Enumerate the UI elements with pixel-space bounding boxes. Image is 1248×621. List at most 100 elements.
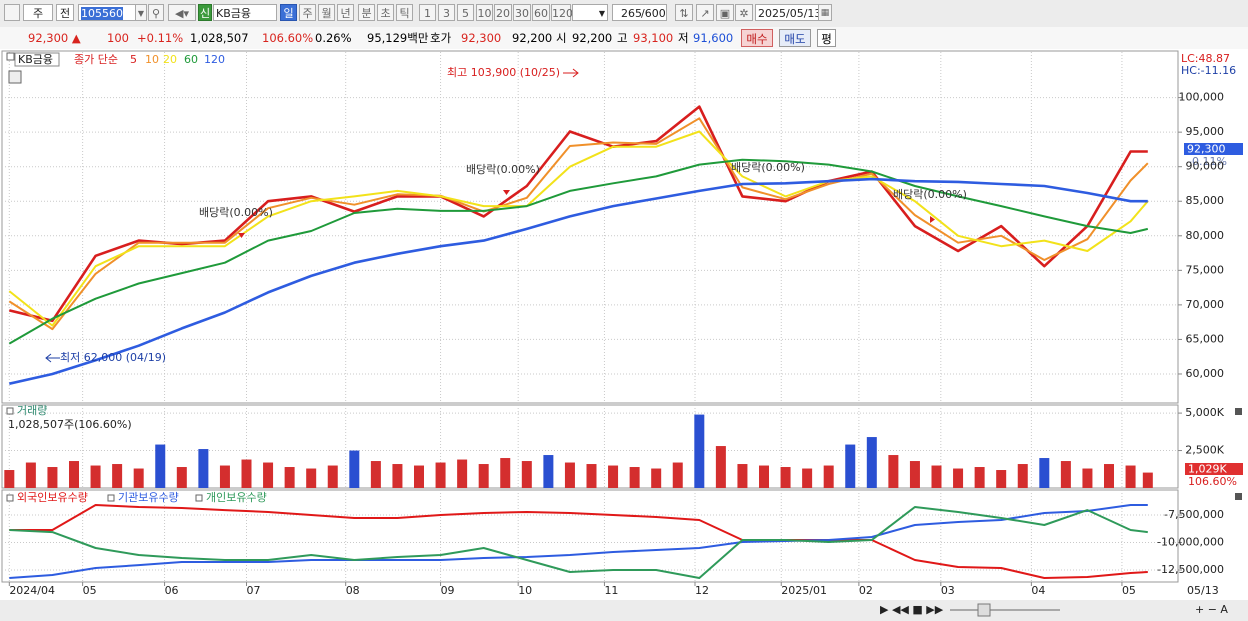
legend-entry: 60: [184, 53, 198, 66]
date-input[interactable]: 2025/05/13: [755, 4, 821, 21]
chart-title: KB금융: [18, 53, 53, 66]
hc-label: HC:-11.16: [1181, 64, 1236, 77]
zoom-controls[interactable]: + − A: [1195, 603, 1228, 616]
volume-bar: [392, 464, 403, 488]
bid: 92,200: [512, 31, 553, 45]
holdings-panel: [1, 489, 1179, 583]
legend-icon: [195, 494, 203, 502]
ask: 92,300: [461, 31, 502, 45]
volume-bar: [4, 470, 15, 488]
code: 105560: [81, 7, 123, 20]
volume-bar: [500, 458, 511, 488]
y-tick-label: 95,000: [1186, 125, 1225, 138]
volume-bar: [953, 468, 964, 488]
number-button[interactable]: 5: [457, 4, 474, 21]
prev-button[interactable]: 전: [56, 4, 74, 21]
count-input[interactable]: 265: [612, 4, 642, 21]
annotation: 최저 62,000 (04/19): [60, 351, 166, 364]
volume-bar: [1082, 468, 1093, 488]
volume-bar: [802, 468, 813, 488]
volume-bar: [47, 467, 58, 488]
volume-bar: [1125, 465, 1136, 488]
period-button[interactable]: 일: [280, 4, 297, 21]
number-button[interactable]: 20: [494, 4, 512, 21]
number-button[interactable]: 60: [532, 4, 550, 21]
y-tick-label: 60,000: [1186, 367, 1225, 380]
tool-button[interactable]: ↗: [696, 4, 714, 21]
annotation-arrow: [563, 68, 579, 78]
period-button[interactable]: 년: [337, 4, 354, 21]
number-button[interactable]: 120: [551, 4, 573, 21]
dividend-marker: [930, 216, 935, 223]
y-tick-label: 70,000: [1186, 298, 1225, 311]
legend-entry: 120: [204, 53, 225, 66]
annotation: 배당락(0.00%): [893, 188, 967, 201]
volume-bar: [478, 464, 489, 488]
amount: 95,129백만: [367, 31, 429, 45]
dividend-marker: [238, 233, 245, 238]
volume-bar: [435, 462, 446, 488]
volume-bar: [608, 465, 619, 488]
volume-bar: [25, 462, 36, 488]
volume-bar: [1060, 461, 1071, 488]
window-icon[interactable]: [4, 4, 20, 21]
x-tick-label: 11: [604, 584, 618, 597]
market-select[interactable]: 주: [23, 4, 53, 21]
period-button[interactable]: 주: [299, 4, 316, 21]
zoom-thumb[interactable]: [977, 603, 991, 617]
price-panel: [1, 50, 1179, 404]
volume-bar: [759, 465, 769, 488]
panel-close[interactable]: [1235, 493, 1242, 500]
code-input[interactable]: 105560: [78, 4, 136, 21]
annotation: 최고 103,900 (10/25): [447, 66, 560, 79]
sound-button[interactable]: ◀▾: [168, 4, 196, 21]
volume-bar: [629, 467, 640, 488]
period-button[interactable]: 분: [358, 4, 375, 21]
period-button[interactable]: 월: [318, 4, 335, 21]
volume-bar: [69, 461, 79, 488]
sell-button[interactable]: 매도: [779, 29, 811, 47]
volume-bar: [457, 459, 468, 488]
number-button[interactable]: 10: [476, 4, 493, 21]
code-dropdown[interactable]: ▼: [135, 4, 147, 21]
x-tick-label: 05: [83, 584, 97, 597]
y-tick-label: 5,000K: [1185, 406, 1224, 419]
period-button[interactable]: 틱: [396, 4, 413, 21]
table-icon: [8, 70, 22, 84]
legend-entry: 기관보유수량: [118, 491, 179, 504]
number-button[interactable]: 3: [438, 4, 455, 21]
save-button[interactable]: ▣: [716, 4, 734, 21]
period-button[interactable]: 초: [377, 4, 394, 21]
panel-close[interactable]: [1235, 408, 1242, 415]
legend-icon: [6, 52, 15, 61]
calendar-button[interactable]: ▦: [818, 4, 832, 21]
dividend-marker: [503, 190, 510, 195]
name-input[interactable]: KB금융: [213, 4, 277, 21]
scroll-controls[interactable]: ▶ ◀◀ ■ ▶▶: [880, 603, 944, 616]
high-label: 고: [617, 31, 628, 45]
number-button[interactable]: 1: [419, 4, 436, 21]
volume-bar: [90, 465, 101, 488]
settings-button[interactable]: ✲: [735, 4, 753, 21]
volume-title: 거래량: [17, 404, 47, 417]
count-max: /600: [641, 4, 667, 21]
search-button[interactable]: ⚲: [148, 4, 164, 21]
volume-bar: [370, 461, 381, 488]
legend-layer: 5 10 20 60 120 외국인보유수량 기관보유수량 개인보유수량: [17, 53, 267, 504]
volume-bar: [715, 446, 726, 488]
buy-button[interactable]: 매수: [741, 29, 773, 47]
last-volume-box: [1185, 463, 1243, 475]
number-button[interactable]: 30: [513, 4, 531, 21]
volume-bar: [155, 444, 166, 488]
eval-button[interactable]: 평: [817, 29, 836, 47]
tool-button[interactable]: ⇅: [675, 4, 693, 21]
volume-bar: [694, 414, 705, 488]
volume-bar: [521, 461, 532, 488]
unit-dropdown[interactable]: ▼: [572, 4, 608, 21]
scroll-bar: [0, 600, 1248, 621]
volume-subtitle: 1,028,507주(106.60%): [8, 418, 132, 431]
mark-layer: [4, 105, 1153, 579]
series-line: [8, 130, 1149, 327]
